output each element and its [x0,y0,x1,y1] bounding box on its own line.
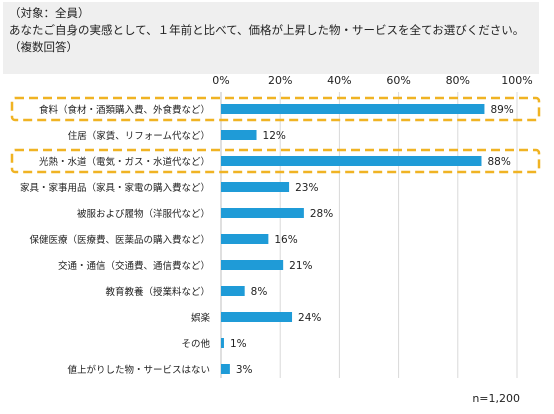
bar [221,312,293,322]
category-label: その他 [181,338,210,350]
category-label: 被服および履物（洋服代など） [77,208,210,220]
data-label: 16% [274,234,297,246]
highlight-box [10,148,541,174]
data-label: 28% [310,208,333,220]
bar [221,182,290,192]
bar [221,130,257,140]
x-tick-label: 20% [268,74,292,87]
data-label: 21% [289,260,312,272]
data-label: 3% [236,364,253,376]
category-label: 食料（食材・酒類購入費、外食費など） [39,104,210,116]
x-tick-label: 60% [386,74,410,87]
bar [221,104,485,114]
bar [221,156,482,166]
data-label: 88% [487,156,510,168]
target-line: （対象：全員） [9,6,90,20]
data-label: 12% [263,130,286,142]
bar [221,364,230,374]
bar [221,286,245,296]
answer-type-line: （複数回答） [9,40,78,54]
x-tick-label: 0% [212,74,229,87]
category-label: 保健医療（医療費、医薬品の購入費など） [29,234,210,246]
question-line: あなたご自身の実感として、１年前と比べて、価格が上昇した物・サービスを全てお選び… [9,23,525,37]
bar [221,338,224,348]
data-label: 89% [490,104,513,116]
question-header: （対象：全員） あなたご自身の実感として、１年前と比べて、価格が上昇した物・サー… [3,2,539,74]
category-label: 値上がりした物・サービスはない [67,364,210,376]
data-label: 24% [298,312,321,324]
category-label: 家具・家事用品（家具・家電の購入費など） [20,182,210,194]
category-label: 交通・通信（交通費、通信費など） [58,260,210,272]
category-label: 光熱・水道（電気・ガス・水道代など） [39,156,210,168]
category-label: 娯楽 [191,312,211,324]
category-label: 教育教養（授業料など） [105,286,210,298]
sample-size: n=1,200 [472,392,520,405]
x-tick-label: 80% [446,74,470,87]
highlight-box [10,96,541,122]
data-label: 8% [251,286,268,298]
data-label: 1% [230,338,247,350]
x-tick-label: 100% [501,74,532,87]
bar [221,260,284,270]
bar [221,208,304,218]
x-tick-label: 40% [327,74,351,87]
data-label: 23% [295,182,318,194]
bar [221,234,269,244]
category-label: 住居（家賃、リフォーム代など） [68,130,210,142]
